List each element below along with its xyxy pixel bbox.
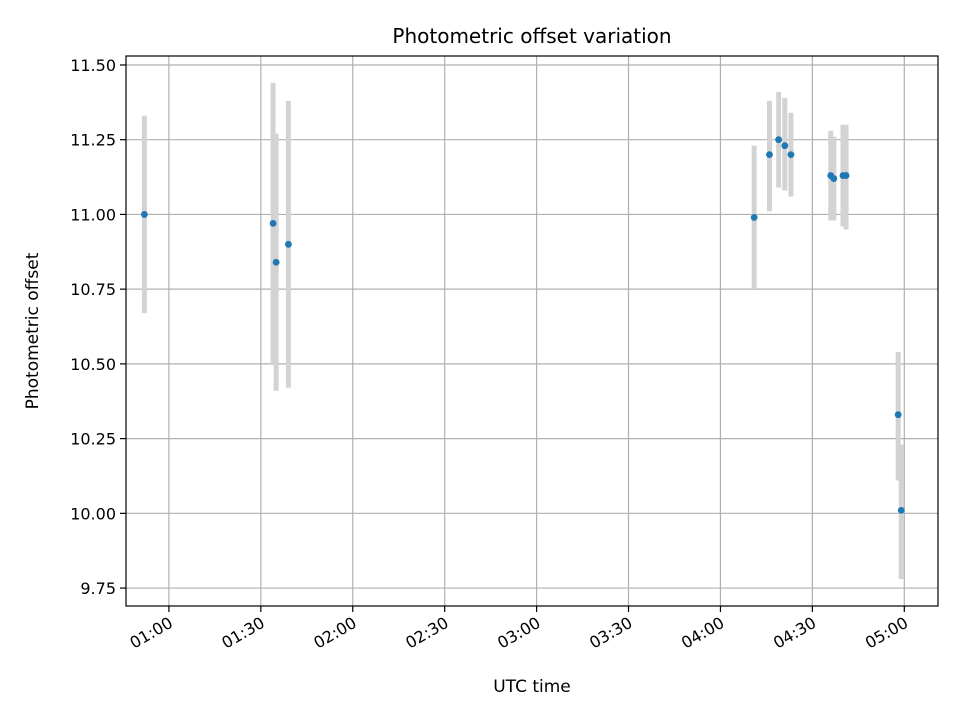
data-point	[269, 219, 277, 227]
data-point	[787, 151, 795, 159]
y-tick-label: 9.75	[80, 579, 116, 598]
y-tick-label: 10.00	[70, 504, 116, 523]
y-tick-label: 11.50	[70, 56, 116, 75]
x-tick-label: 03:30	[586, 613, 635, 653]
data-point	[766, 151, 773, 159]
y-axis-label: Photometric offset	[23, 252, 43, 409]
x-tick-label: 04:00	[678, 613, 727, 653]
x-tick-label: 01:30	[218, 613, 267, 653]
data-point	[781, 142, 789, 150]
grid	[126, 56, 938, 606]
x-tick-label: 05:00	[862, 613, 911, 653]
x-tick-label: 01:00	[126, 613, 175, 653]
data-point	[140, 211, 148, 218]
y-tick-label: 10.25	[70, 430, 116, 449]
plot-area-frame	[125, 55, 939, 607]
data-point	[285, 240, 292, 248]
x-tick-label: 04:30	[770, 613, 819, 653]
y-tick-label: 10.50	[70, 355, 116, 374]
x-axis-label: UTC time	[493, 677, 571, 697]
error-bars	[141, 82, 904, 580]
y-tick-label: 11.25	[70, 131, 116, 150]
x-tick-label: 02:00	[310, 613, 359, 653]
data-points	[140, 136, 905, 514]
data-point	[775, 136, 783, 144]
data-point	[272, 258, 280, 266]
data-point	[842, 172, 850, 179]
y-tick-label: 10.75	[70, 280, 116, 299]
x-tick-label: 02:30	[402, 613, 451, 653]
data-point	[897, 506, 905, 514]
y-tick-label: 11.00	[70, 205, 116, 224]
x-axis-ticks: 01:00 01:30 02:00 02:30 03:00 03:30 04:00 04:30…	[126, 606, 911, 653]
data-point	[830, 175, 838, 182]
data-point	[750, 214, 758, 221]
y-axis-ticks: 9.75 10.00 10.25 10.50 10.75 11.00 11.25 11.50	[70, 56, 126, 598]
chart-title: Photometric offset variation	[392, 24, 671, 48]
data-point	[894, 411, 902, 419]
x-tick-label: 03:00	[494, 613, 543, 653]
